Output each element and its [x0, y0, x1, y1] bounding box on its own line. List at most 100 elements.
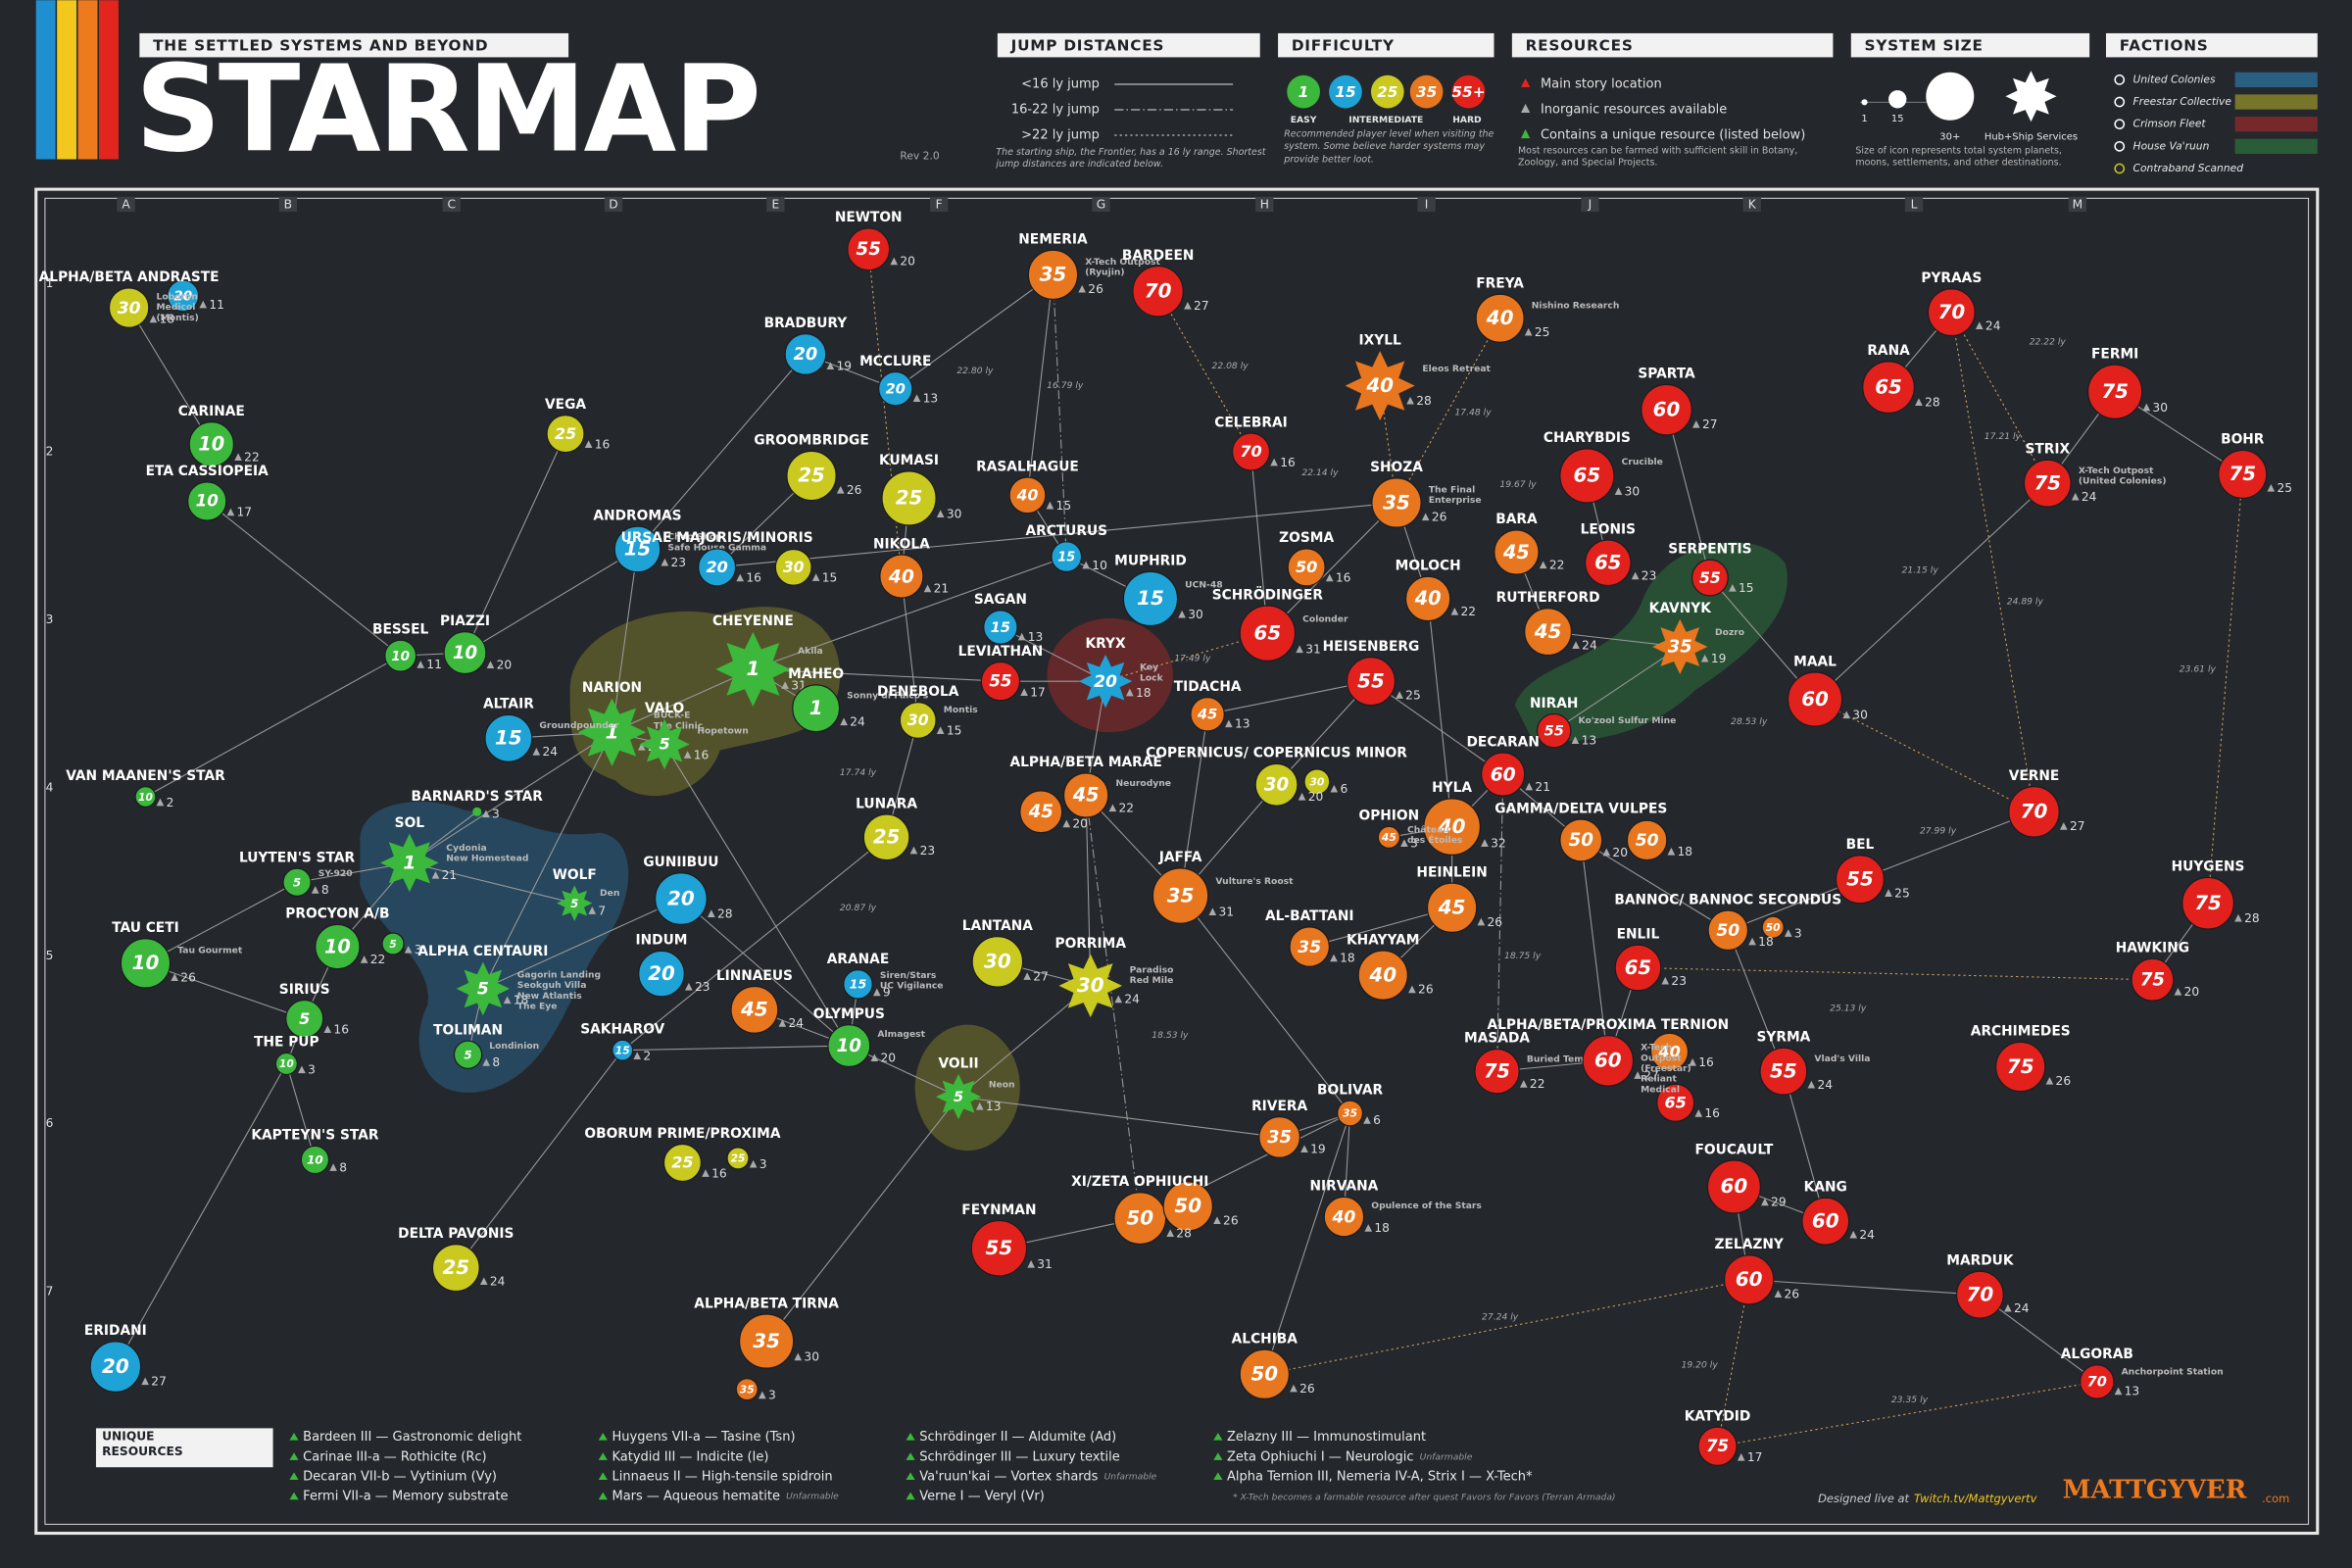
- map-frame: [34, 187, 2320, 1536]
- count-icon: [836, 485, 845, 494]
- system-name: RANA: [1867, 343, 1910, 359]
- system-note: UCN-48: [1185, 579, 1222, 590]
- jump-route: [1814, 699, 2034, 812]
- system: 15 2 SAKHAROV: [580, 1022, 664, 1063]
- system: 55 24 SYRMA Vlad's Villa: [1756, 1030, 1870, 1096]
- system-hub: [1345, 351, 1415, 421]
- planet-count: 16: [1336, 571, 1351, 585]
- count-icon: [1784, 929, 1792, 937]
- system-note: The Clinic: [654, 720, 703, 731]
- map-frame-inner: [44, 197, 2310, 1525]
- system-level: 1: [606, 720, 619, 743]
- grid-column-label: D: [609, 198, 617, 212]
- grid-row-label: 7: [46, 1285, 54, 1298]
- system-name: ZOSMA: [1279, 530, 1334, 546]
- system-level: 15: [1057, 550, 1075, 564]
- system-name: SAGAN: [974, 592, 1027, 608]
- system-level: 35: [1383, 491, 1410, 514]
- system-note: The Final: [1429, 484, 1475, 495]
- system: 10 8 KAPTEYN'S STAR: [251, 1128, 379, 1175]
- count-icon: [2071, 492, 2080, 501]
- system: 30 15 DENEBOLA Montis: [877, 684, 978, 739]
- system-star: [1008, 476, 1047, 514]
- system-name: CELEBRAI: [1214, 415, 1288, 430]
- system-note: des Étoiles: [1407, 834, 1463, 846]
- system-star: [443, 631, 487, 675]
- planet-count: 27: [1033, 969, 1049, 983]
- system-level: 50: [1126, 1206, 1153, 1229]
- system-star: [1423, 798, 1482, 857]
- system-level: 30: [1264, 775, 1290, 796]
- system-star: [282, 867, 312, 897]
- system: 35 6 BOLIVAR: [1317, 1082, 1383, 1127]
- count-icon: [1225, 719, 1233, 728]
- system-level: 50: [1296, 558, 1317, 576]
- planet-count: 30: [1188, 608, 1203, 621]
- faction-region: [360, 802, 629, 1093]
- system-name: FREYA: [1476, 276, 1524, 292]
- system: 70 16 CELEBRAI: [1214, 415, 1296, 471]
- system-note: Groundpounder: [539, 720, 619, 731]
- planet-count: 16: [694, 748, 710, 761]
- system: 55 15 SERPENTIS: [1668, 541, 1754, 597]
- system-name: SAKHAROV: [580, 1022, 664, 1038]
- system-level: 75: [1706, 1437, 1729, 1455]
- system-level: 25: [442, 1256, 469, 1279]
- jump-distance: 24.89 ly: [2007, 597, 2044, 608]
- jump-route: [637, 354, 807, 550]
- system: 60 26 ZELAZNY: [1715, 1237, 1799, 1305]
- system-name: HUYGENS: [2172, 859, 2245, 875]
- system-name: ALGORAB: [2061, 1347, 2133, 1362]
- system-name: LEONIS: [1581, 521, 1636, 537]
- planet-count: 19: [836, 359, 852, 372]
- system-level: 5: [954, 1090, 963, 1105]
- difficulty-swatch: [1451, 74, 1486, 109]
- jump-route: [1207, 680, 1372, 715]
- system-star: [1559, 818, 1603, 862]
- system-note: Colonder: [1302, 613, 1348, 624]
- system-star: [638, 950, 685, 998]
- system: 45 24 LINNAEUS: [716, 968, 804, 1034]
- planet-count: 31: [1305, 643, 1321, 657]
- planet-count: 3: [768, 1389, 776, 1402]
- system: 10 17 ETA CASSIOPEIA: [146, 464, 269, 521]
- grid-column-label: K: [1748, 198, 1757, 212]
- planet-count: 8: [321, 883, 329, 897]
- system-star: [1062, 772, 1109, 818]
- system-star: [1649, 1032, 1690, 1071]
- count-icon: [1634, 1071, 1642, 1079]
- count-icon: [416, 661, 425, 668]
- count-icon: [298, 1065, 306, 1074]
- system-hub: [935, 1073, 982, 1120]
- resource-icon: [1521, 103, 1531, 114]
- system-star: [1258, 1116, 1301, 1158]
- planet-count: 11: [209, 298, 224, 312]
- grid-column-label: M: [2073, 198, 2083, 212]
- system-level: 20: [794, 345, 818, 365]
- system-star: [1707, 909, 1749, 952]
- system-name: MOLOCH: [1396, 559, 1461, 574]
- count-icon: [1325, 573, 1334, 582]
- system-star: [1723, 1254, 1775, 1305]
- unique-icon: [598, 1452, 608, 1460]
- system: 5 8 TOLIMAN Londinion: [433, 1022, 539, 1069]
- system-level: 55: [1699, 569, 1721, 587]
- jump-route: [455, 1050, 623, 1268]
- grid-column-box: [1904, 196, 1924, 213]
- system-star: [315, 923, 361, 970]
- system: 60 21 DECARAN: [1466, 734, 1550, 797]
- count-icon: [482, 809, 490, 818]
- system: 55 25 HEISENBERG: [1323, 639, 1421, 707]
- count-icon: [1807, 1080, 1816, 1089]
- system-note: Montis: [944, 705, 978, 715]
- jump-route: [765, 1096, 959, 1342]
- system-star: [120, 938, 172, 989]
- grid-column-box: [766, 196, 785, 213]
- jump-route: [206, 501, 402, 657]
- system-note: Anchorpoint Station: [2122, 1367, 2224, 1378]
- planet-count: 6: [1340, 782, 1348, 796]
- planet-count: 24: [850, 715, 865, 729]
